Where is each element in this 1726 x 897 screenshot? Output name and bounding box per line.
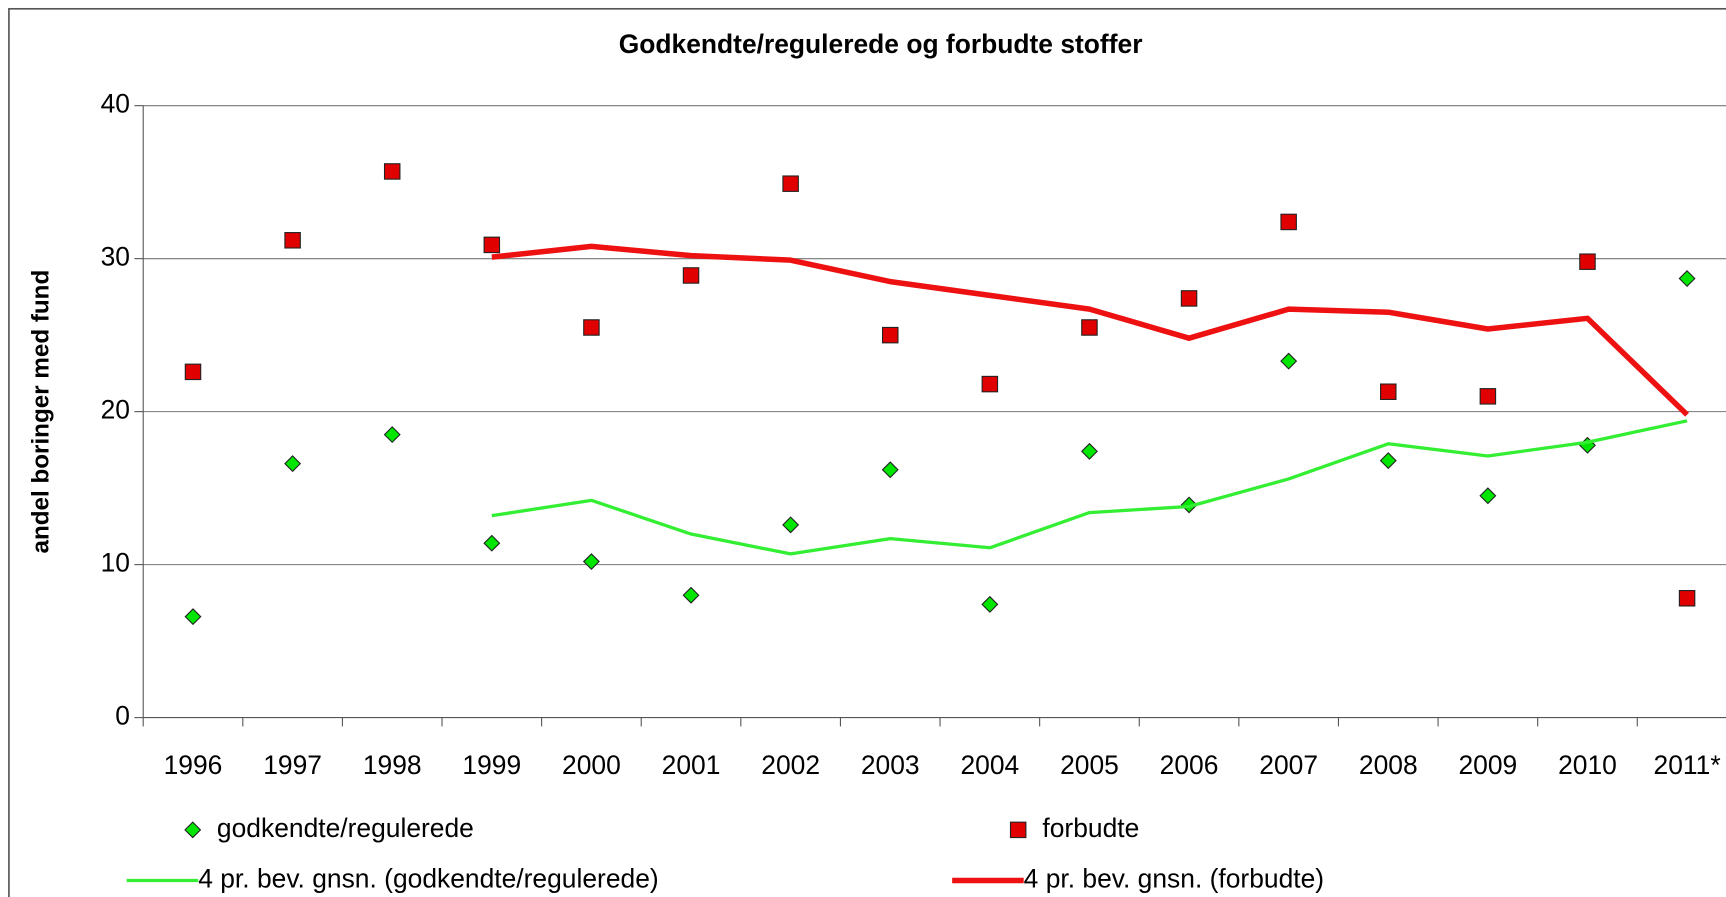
x-tick-label: 2008: [1359, 750, 1418, 780]
data-point: [1678, 270, 1696, 288]
legend-label: 4 pr. bev. gnsn. (forbudte): [1024, 863, 1324, 893]
data-point: [1080, 442, 1098, 460]
data-point: [383, 163, 401, 180]
data-point: [682, 586, 700, 604]
x-tick-label: 2002: [761, 750, 820, 780]
x-tick-label: 1997: [263, 750, 322, 780]
y-tick-label: 0: [115, 701, 130, 731]
legend-swatch: [1009, 821, 1027, 839]
data-point: [1180, 290, 1198, 307]
x-tick-label: 2001: [662, 750, 721, 780]
x-tick-label: 2005: [1060, 750, 1119, 780]
data-point: [782, 516, 800, 534]
data-point: [1579, 253, 1596, 270]
data-point: [682, 267, 700, 284]
x-tick-label: 2000: [562, 750, 621, 780]
y-tick-label: 20: [101, 395, 130, 425]
data-point: [284, 455, 302, 473]
chart-title: Godkendte/regulerede og forbudte stoffer: [619, 29, 1143, 59]
y-tick-label: 30: [101, 242, 130, 272]
data-point: [1280, 352, 1298, 370]
y-axis-label: andel boringer med fund: [27, 270, 54, 554]
data-point: [483, 534, 501, 552]
x-tick-label: 2007: [1259, 750, 1318, 780]
series-line: [491, 419, 1688, 556]
data-point: [184, 363, 202, 381]
y-tick-label: 40: [101, 89, 130, 119]
x-tick-label: 1996: [164, 750, 223, 780]
x-tick-label: 2010: [1558, 750, 1617, 780]
data-point: [383, 426, 401, 444]
data-point: [483, 236, 501, 254]
x-tick-label: 2003: [861, 750, 920, 780]
x-tick-label: 1999: [462, 750, 521, 780]
legend-swatch: [184, 821, 202, 839]
chart-border: [8, 7, 1726, 897]
x-tick-label: 2011*: [1654, 750, 1721, 780]
data-point: [881, 461, 899, 479]
data-point: [881, 326, 899, 344]
x-tick-label: 2004: [960, 750, 1019, 780]
legend-label: godkendte/regulerede: [217, 813, 474, 843]
x-tick-label: 2009: [1458, 750, 1517, 780]
data-point: [583, 319, 600, 336]
data-point: [184, 608, 202, 626]
data-point: [1081, 319, 1098, 336]
legend-label: forbudte: [1042, 813, 1139, 843]
data-point: [1280, 213, 1297, 231]
x-tick-label: 1998: [363, 750, 422, 780]
data-point: [1678, 590, 1696, 607]
data-point: [981, 595, 999, 613]
legend-label: 4 pr. bev. gnsn. (godkendte/regulerede): [198, 863, 658, 893]
data-point: [582, 553, 600, 571]
data-point: [782, 175, 799, 192]
data-point: [284, 232, 301, 249]
x-tick-label: 2006: [1160, 750, 1219, 780]
data-point: [1380, 383, 1397, 400]
data-point: [1379, 452, 1397, 470]
series-line: [491, 243, 1689, 417]
data-point: [1479, 487, 1497, 505]
data-point: [1479, 388, 1497, 405]
data-point: [981, 375, 999, 393]
y-tick-label: 10: [101, 548, 130, 578]
